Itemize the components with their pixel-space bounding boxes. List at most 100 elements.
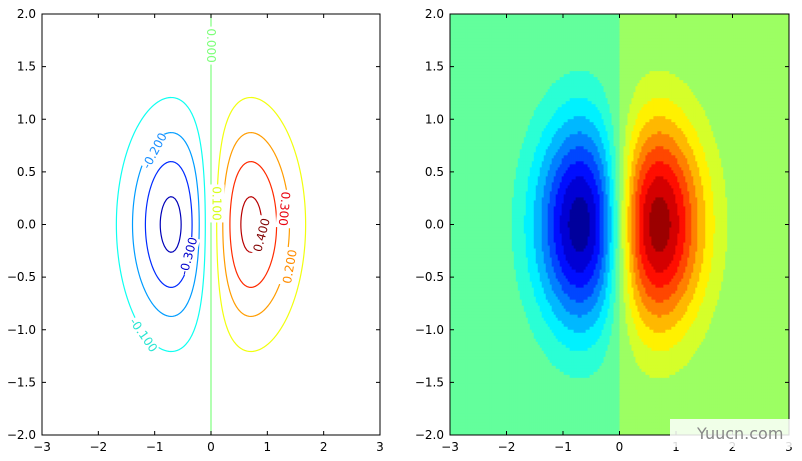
heatmap-cell <box>533 62 537 66</box>
heatmap-cell <box>597 17 601 21</box>
heatmap-cell <box>539 71 543 75</box>
heatmap-cell <box>577 68 581 72</box>
heatmap-cell <box>535 23 539 27</box>
heatmap-cell <box>505 47 509 51</box>
heatmap-cell <box>653 35 656 39</box>
heatmap-cell <box>531 26 535 30</box>
heatmap-cell <box>697 38 700 42</box>
heatmap-cell <box>657 53 660 57</box>
heatmap-cell <box>597 47 601 51</box>
heatmap-cell <box>623 23 627 27</box>
heatmap-cell <box>667 38 670 42</box>
heatmap-cell <box>525 65 529 69</box>
heatmap-cell <box>705 68 708 72</box>
heatmap-cell <box>773 59 776 63</box>
heatmap-cell <box>607 38 611 42</box>
heatmap-cell <box>775 71 778 75</box>
heatmap-cell <box>595 38 599 42</box>
heatmap-cell <box>755 62 758 66</box>
heatmap-cell <box>647 41 651 45</box>
heatmap-cell <box>637 71 641 75</box>
heatmap-cell <box>669 50 672 54</box>
heatmap-cell <box>635 23 639 27</box>
heatmap-cell <box>773 17 776 21</box>
heatmap-cell <box>731 62 734 66</box>
heatmap-cell <box>747 44 750 48</box>
heatmap-cell <box>545 41 549 45</box>
heatmap-cell <box>505 20 509 24</box>
heatmap-cell <box>675 38 678 42</box>
heatmap-cell <box>465 47 469 51</box>
heatmap-cell <box>669 14 672 18</box>
heatmap-cell <box>563 47 567 51</box>
heatmap-cell <box>629 56 633 60</box>
heatmap-cell <box>587 59 591 63</box>
heatmap-cell <box>459 62 463 66</box>
heatmap-cell <box>541 14 545 18</box>
heatmap-cell <box>587 50 591 54</box>
heatmap-cell <box>751 65 754 69</box>
heatmap-cell <box>455 38 459 42</box>
heatmap-cell <box>663 41 666 45</box>
heatmap-cell <box>781 29 784 33</box>
heatmap-cell <box>523 26 527 30</box>
heatmap-cell <box>699 20 702 24</box>
heatmap-cell <box>701 59 704 63</box>
heatmap-cell <box>715 38 718 42</box>
heatmap-cell <box>577 71 581 75</box>
heatmap-cell <box>457 23 461 27</box>
heatmap-cell <box>619 14 623 18</box>
heatmap-cell <box>645 53 649 57</box>
heatmap-cell <box>677 14 680 18</box>
heatmap-cell <box>531 14 535 18</box>
heatmap-cell <box>775 32 778 36</box>
heatmap-cell <box>621 17 625 21</box>
heatmap-cell <box>647 59 651 63</box>
heatmap-cell <box>785 32 788 36</box>
heatmap-cell <box>495 44 499 48</box>
heatmap-cell <box>745 14 748 18</box>
heatmap-cell <box>635 47 639 51</box>
heatmap-cell <box>557 20 561 24</box>
heatmap-cell <box>595 68 599 72</box>
heatmap-cell <box>731 38 734 42</box>
heatmap-cell <box>645 20 649 24</box>
heatmap-cell <box>747 41 750 45</box>
heatmap-cell <box>461 53 465 57</box>
heatmap-cell <box>755 17 758 21</box>
heatmap-cell <box>757 56 760 60</box>
heatmap-cell <box>751 35 754 39</box>
heatmap-cell <box>679 41 682 45</box>
heatmap-cell <box>769 29 772 33</box>
heatmap-cell <box>717 29 720 33</box>
heatmap-cell <box>479 59 483 63</box>
heatmap-cell <box>485 74 489 78</box>
heatmap-cell <box>583 23 587 27</box>
heatmap-cell <box>787 47 789 51</box>
heatmap-cell <box>481 29 485 33</box>
heatmap-cell <box>487 23 491 27</box>
heatmap-cell <box>523 44 527 48</box>
heatmap-cell <box>655 59 658 63</box>
heatmap-cell <box>493 23 497 27</box>
heatmap-cell <box>667 26 670 30</box>
heatmap-cell <box>615 44 619 48</box>
heatmap-cell <box>743 44 746 48</box>
heatmap-cell <box>729 44 732 48</box>
heatmap-cell <box>605 59 609 63</box>
heatmap-cell <box>759 59 762 63</box>
heatmap-cell <box>483 56 487 60</box>
heatmap-cell <box>645 14 649 18</box>
heatmap-cell <box>717 20 720 24</box>
heatmap-cell <box>725 50 728 54</box>
heatmap-cell <box>699 29 702 33</box>
heatmap-cell <box>513 38 517 42</box>
heatmap-cell <box>625 29 629 33</box>
heatmap-cell <box>665 17 668 21</box>
heatmap-cell <box>669 62 672 66</box>
heatmap-cell <box>559 44 563 48</box>
heatmap-cell <box>657 50 660 54</box>
heatmap-cell <box>747 38 750 42</box>
heatmap-cell <box>455 74 459 78</box>
heatmap-cell <box>753 29 756 33</box>
